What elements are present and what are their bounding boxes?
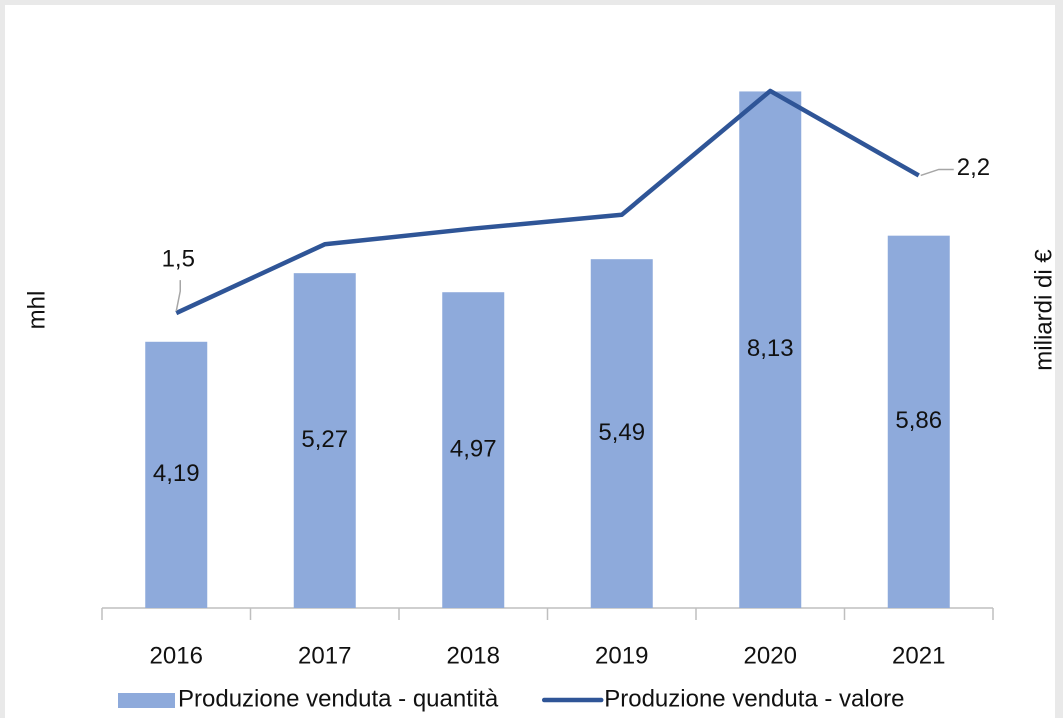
- bar-value-label: 5,86: [895, 407, 942, 434]
- bar: [739, 91, 802, 608]
- legend-label: Produzione venduta - valore: [604, 685, 904, 712]
- y2-axis-title: miliardi di €: [1030, 249, 1057, 371]
- bar-value-label: 8,13: [747, 335, 794, 362]
- x-tick-label: 2018: [447, 642, 500, 669]
- bar: [887, 235, 950, 609]
- bar: [145, 341, 208, 608]
- x-tick-label: 2017: [298, 642, 351, 669]
- label-leader: [175, 280, 181, 312]
- line-value-label: 2,2: [957, 154, 990, 181]
- bar: [590, 259, 653, 608]
- bar-value-label: 4,19: [153, 460, 200, 487]
- x-tick-label: 2020: [744, 642, 797, 669]
- bar-value-label: 5,49: [598, 419, 645, 446]
- label-leader: [920, 168, 954, 177]
- bar-value-label: 5,27: [301, 426, 348, 453]
- y-axis-title: mhl: [23, 291, 50, 330]
- x-tick-label: 2019: [595, 642, 648, 669]
- line-value-label: 1,5: [162, 245, 195, 272]
- x-tick-label: 2016: [150, 642, 203, 669]
- bar: [442, 292, 505, 608]
- bar: [293, 273, 356, 608]
- line: [175, 88, 920, 316]
- legend-swatch: [118, 693, 175, 708]
- x-tick-label: 2021: [892, 642, 945, 669]
- legend-label: Produzione venduta - quantità: [178, 685, 499, 712]
- bar-value-label: 4,97: [450, 435, 497, 462]
